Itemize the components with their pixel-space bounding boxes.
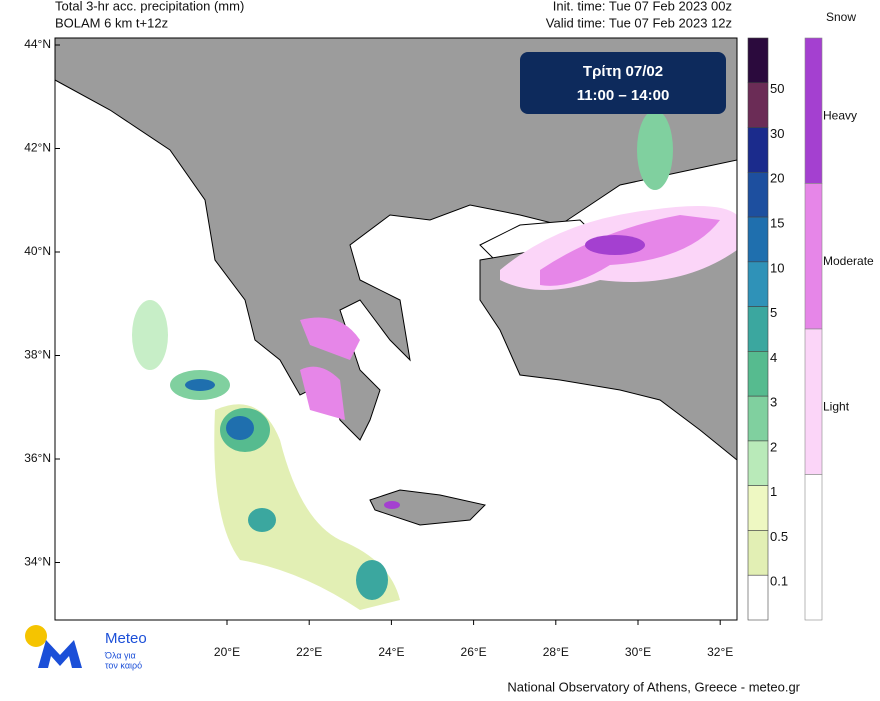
- logo-name: Meteo: [105, 630, 147, 647]
- scale-label: 15: [770, 216, 784, 231]
- lat-label: 40°N: [24, 244, 51, 258]
- logo-tagline: τον καιρό: [105, 660, 142, 670]
- scale-label: 0.1: [770, 574, 788, 589]
- snow-title: Snow: [826, 10, 856, 24]
- scale-label: 4: [770, 350, 777, 365]
- snow-segment: [804, 37, 823, 184]
- precip-area: [132, 110, 737, 610]
- island: [369, 489, 486, 526]
- scale-segment: [747, 306, 769, 352]
- scale-segment: [747, 261, 769, 307]
- map-frame: [54, 37, 738, 621]
- lon-label: 24°E: [378, 645, 404, 659]
- header-line: Total 3-hr acc. precipitation (mm): [55, 0, 244, 13]
- scale-label: 20: [770, 171, 784, 186]
- lon-label: 26°E: [461, 645, 487, 659]
- lon-label: 30°E: [625, 645, 651, 659]
- scale-label: 30: [770, 126, 784, 141]
- snow-segment: [804, 328, 823, 475]
- scale-segment: [747, 530, 769, 576]
- snow-label: Moderate: [823, 254, 874, 268]
- scale-label: 3: [770, 395, 777, 410]
- lat-label: 36°N: [24, 451, 51, 465]
- lon-label: 22°E: [296, 645, 322, 659]
- scale-label: 10: [770, 260, 784, 275]
- scale-segment: [747, 574, 769, 621]
- lat-label: 34°N: [24, 555, 51, 569]
- scale-segment: [747, 37, 769, 84]
- logo: Meteo Όλα για τον καιρό: [25, 625, 147, 670]
- lon-label: 32°E: [707, 645, 733, 659]
- scale-segment: [747, 395, 769, 442]
- lon-label: 28°E: [543, 645, 569, 659]
- scale-segment: [747, 351, 769, 397]
- scale-label: 2: [770, 439, 777, 454]
- snow-label: Heavy: [823, 109, 857, 123]
- scale-segment: [747, 485, 769, 531]
- logo-tagline: Όλα για: [104, 650, 136, 660]
- lat-label: 44°N: [24, 37, 51, 51]
- header-line: Valid time: Tue 07 Feb 2023 12z: [546, 15, 732, 30]
- scale-label: 0.5: [770, 529, 788, 544]
- snow-segment: [804, 474, 823, 621]
- scale-segment: [747, 127, 769, 173]
- scale-label: 5: [770, 305, 777, 320]
- snow-segment: [804, 183, 823, 330]
- header-line: Init. time: Tue 07 Feb 2023 00z: [553, 0, 732, 13]
- time-box-date: Τρίτη 07/02: [583, 63, 663, 80]
- lat-label: 42°N: [24, 141, 51, 155]
- scale-segment: [747, 440, 769, 486]
- scale-segment: [747, 82, 769, 128]
- time-box-hours: 11:00 – 14:00: [577, 87, 670, 104]
- map: [54, 37, 738, 621]
- lat-label: 38°N: [24, 348, 51, 362]
- scale-segment: [747, 172, 769, 218]
- header-line: BOLAM 6 km t+12z: [55, 15, 168, 30]
- scale-label: 50: [770, 81, 784, 96]
- time-box: [520, 52, 726, 114]
- footer: National Observatory of Athens, Greece -…: [507, 679, 800, 694]
- scale-segment: [747, 216, 769, 263]
- scale-label: 1: [770, 484, 777, 499]
- lon-label: 20°E: [214, 645, 240, 659]
- snow-label: Light: [823, 400, 850, 414]
